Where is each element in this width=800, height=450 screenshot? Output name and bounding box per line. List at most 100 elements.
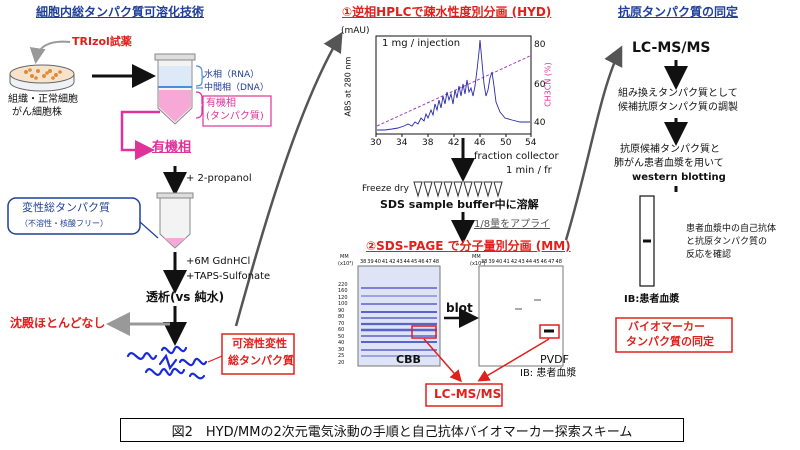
figure-caption-text: 図2 HYD/MMの2次元電気泳動の手順と自己抗体バイオマーカー探索スキーム xyxy=(171,424,633,440)
mw-label: 30 xyxy=(338,346,345,353)
lane-label: 48 xyxy=(555,259,562,265)
organic-phase-arrow xyxy=(120,110,160,160)
freeze-dry-label: Freeze dry xyxy=(362,184,409,194)
dish-label-2: がん細胞株 xyxy=(12,107,62,118)
flow-arrow-to-hplc xyxy=(234,31,343,327)
gdnhcl-step: +6M GdnHCl xyxy=(186,256,251,267)
recombinant-label-2: 候補抗原タンパク質の調製 xyxy=(618,102,738,113)
org-phase-label-2: (タンパク質) xyxy=(206,111,264,122)
lane-label: 39 xyxy=(488,259,495,265)
lcms-step: LC-MS/MS xyxy=(632,40,711,56)
candidate-label-2: 肺がん患者血漿を用いて xyxy=(614,158,724,169)
soluble-protein-label-2: 総タンパク質 xyxy=(228,354,294,367)
candidate-label-3: western blotting xyxy=(632,172,726,183)
dish-label-1: 組織・正常細胞 xyxy=(8,94,78,105)
western-blot-strip xyxy=(639,195,655,287)
blot-label: blot xyxy=(446,301,473,315)
mw-marker-labels: 220 160 120 100 90 80 70 60 50 40 30 25 20 xyxy=(338,282,356,366)
lane-label: 38 xyxy=(481,259,488,265)
water-phase-label: 水相（RNA） xyxy=(204,70,260,80)
sds-buffer-label: SDS sample buffer中に溶解 xyxy=(380,198,539,211)
y2-tick-60: 60 xyxy=(534,80,546,90)
apply-fraction-label: 1/8量をアプライ xyxy=(474,219,551,230)
autoantibody-note-2: と抗原タンパク質の xyxy=(686,237,768,247)
lane-label: 40 xyxy=(495,259,503,265)
y-axis-label: ABS at 280 nm xyxy=(343,56,353,117)
lane-label: 44 xyxy=(525,259,533,265)
mw-label: 120 xyxy=(338,294,348,301)
right-section-title: 抗原タンパク質の同定 xyxy=(618,5,739,19)
mw-label: 40 xyxy=(338,340,345,347)
fraction-tubes-icon xyxy=(413,181,503,198)
mw-label: 100 xyxy=(338,301,348,308)
lcms-box-label: LC-MS/MS xyxy=(434,387,502,401)
trizol-label: TRIzol試薬 xyxy=(72,35,132,48)
mw-label: 220 xyxy=(338,282,348,288)
mw-label: 50 xyxy=(338,333,345,340)
x-tick-38: 38 xyxy=(422,138,434,148)
no-precipitate-label: 沈殿ほとんどなし xyxy=(10,316,106,330)
hplc-chromatogram xyxy=(375,35,532,137)
x-tick-46: 46 xyxy=(474,138,486,148)
pvdf-ib-label: IB: 患者血漿 xyxy=(520,368,577,379)
lane-label: 48 xyxy=(432,259,440,265)
propanol-step: + 2-propanol xyxy=(186,173,252,184)
soluble-protein-label-1: 可溶性変性 xyxy=(232,337,287,350)
lane-label: 47 xyxy=(548,259,555,265)
cbb-gel xyxy=(357,265,441,367)
cbb-lane-labels: 38 39 40 41 42 43 44 45 46 47 48 xyxy=(360,259,440,266)
lane-label: 44 xyxy=(403,259,410,265)
centrifuge-tube-icon xyxy=(154,53,196,125)
denatured-protein-label: 変性総タンパク質 xyxy=(22,201,110,214)
pvdf-membrane xyxy=(478,265,564,367)
mw-label: 60 xyxy=(338,327,345,334)
lane-label: 45 xyxy=(533,259,540,265)
org-phase-label-1: 有機相 xyxy=(206,98,236,109)
lane-label: 41 xyxy=(503,259,510,265)
candidate-label-1: 抗原候補タンパク質と xyxy=(620,144,720,155)
cbb-mm-label: MM xyxy=(340,254,349,260)
y2-tick-40: 40 xyxy=(534,118,546,128)
fraction-collector-label: fraction collector xyxy=(474,151,559,162)
sds-page-title: ②SDS-PAGE で分子量別分画 (MM) xyxy=(366,239,571,253)
hplc-section-title: ①逆相HPLCで疎水性度別分画 (HYD) xyxy=(342,5,552,19)
denatured-protein-note: （不溶性・核酸フリー） xyxy=(20,219,108,228)
organic-phase-step: 有機相 xyxy=(152,140,192,155)
mw-label: 160 xyxy=(338,288,348,295)
ib-plasma-label: IB:患者血漿 xyxy=(624,294,680,305)
petri-dish-icon xyxy=(9,64,75,92)
lane-label: 42 xyxy=(389,259,396,265)
lane-label: 38 xyxy=(360,259,367,265)
x-tick-50: 50 xyxy=(500,138,512,148)
mw-label: 20 xyxy=(338,359,345,366)
injection-label: 1 mg / injection xyxy=(382,38,461,49)
lane-label: 41 xyxy=(381,259,389,265)
x-tick-42: 42 xyxy=(448,138,460,148)
lane-label: 46 xyxy=(540,259,547,265)
figure-caption: 図2 HYD/MMの2次元電気泳動の手順と自己抗体バイオマーカー探索スキーム xyxy=(120,418,684,442)
pvdf-kda-label: (x10³) xyxy=(470,261,486,267)
centrifuge-tube-2-icon xyxy=(156,192,194,249)
lane-label: 46 xyxy=(418,259,425,265)
cbb-kda-label: (x10³) xyxy=(338,261,354,267)
x-tick-30: 30 xyxy=(370,138,382,148)
fraction-rate-label: 1 min / fr xyxy=(506,165,552,176)
pvdf-label: PVDF xyxy=(540,353,569,366)
x-tick-34: 34 xyxy=(396,138,408,148)
mw-label: 25 xyxy=(338,353,345,360)
recombinant-label-1: 組み換えタンパク質として xyxy=(618,88,738,99)
biomarker-label-2: タンパク質の同定 xyxy=(626,335,714,348)
mid-phase-label: 中間相（DNA） xyxy=(204,83,269,93)
cbb-label: CBB xyxy=(396,353,421,366)
autoantibody-note-3: 反応を確認 xyxy=(686,250,732,260)
lane-label: 43 xyxy=(518,259,525,265)
taps-sulfonate-step: +TAPS-Sulfonate xyxy=(186,271,271,282)
mw-label: 70 xyxy=(338,320,345,327)
lane-label: 43 xyxy=(396,259,403,265)
unfolded-protein-icon xyxy=(126,345,208,380)
mau-unit: (mAU) xyxy=(341,26,370,36)
x-tick-54: 54 xyxy=(525,138,537,148)
mw-label: 90 xyxy=(338,307,345,314)
pvdf-lane-labels: 38 39 40 41 42 43 44 45 46 47 48 xyxy=(481,259,563,266)
